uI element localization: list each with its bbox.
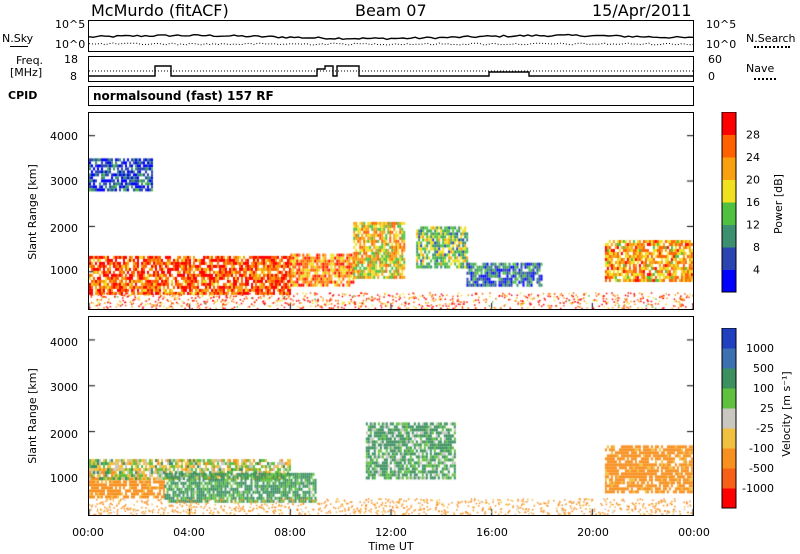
vel-cbar-swatch-3 (722, 428, 736, 449)
velocity-ytick-1000: 1000 (50, 472, 78, 485)
power-cbar-swatch-7 (722, 112, 736, 135)
velocity-ylabel: Slant Range [km] (26, 368, 39, 464)
nsearch-tick-high: 10^5 (706, 18, 737, 31)
xtick-2000: 20:00 (577, 526, 609, 539)
xtick-0800: 08:00 (274, 526, 306, 539)
velocity-cbar-label: Velocity [m s⁻¹] (780, 371, 793, 456)
power-colorbar: 4 8 12 16 20 24 28 Power [dB] (721, 112, 785, 293)
xtick-2400: 00:00 (678, 526, 710, 539)
xlabel: Time UT (367, 540, 413, 553)
cpid-label: CPID (8, 89, 38, 102)
power-cbar-swatch-5 (722, 157, 736, 180)
power-cbar-tick-12: 12 (746, 219, 760, 232)
velocity-cbar-tick-0: 1000 (746, 342, 774, 355)
power-cbar-frame (721, 112, 737, 293)
freq-panel (88, 56, 694, 82)
power-cbar-tick-20: 20 (746, 174, 760, 187)
nsky-legend-line (10, 46, 28, 47)
power-cbar-swatch-1 (722, 247, 736, 270)
cpid-value: normalsound (fast) 157 RF (93, 89, 274, 103)
velocity-cbar-tick-1: 500 (753, 362, 774, 375)
velocity-cbar-tick-5: -100 (749, 442, 774, 455)
velocity-y-axis: 1000 2000 3000 4000 Slant Range [km] (26, 336, 78, 485)
power-cbar-tick-28: 28 (746, 129, 760, 142)
vel-cbar-swatch-7 (722, 348, 736, 369)
nave-tick-high: 60 (708, 53, 722, 66)
velocity-panel (88, 316, 694, 516)
freq-tick-low: 8 (70, 70, 77, 83)
velocity-ytick-2000: 2000 (50, 428, 78, 441)
nsearch-tick-low: 10^0 (706, 38, 737, 51)
power-cbar-tick-16: 16 (746, 196, 760, 209)
nsearch-legend-line (754, 46, 790, 48)
nsearch-label: N.Search (746, 32, 796, 45)
power-ylabel: Slant Range [km] (26, 164, 39, 260)
velocity-ytick-3000: 3000 (50, 381, 78, 394)
power-ytick-3000: 3000 (50, 175, 78, 188)
power-ytick-2000: 2000 (50, 222, 78, 235)
xtick-1600: 16:00 (476, 526, 508, 539)
nave-label: Nave (746, 62, 775, 75)
power-cbar-tick-8: 8 (753, 241, 760, 254)
nsky-tick-high: 10^5 (55, 18, 86, 31)
nave-tick-low: 0 (708, 70, 715, 83)
velocity-ytick-4000: 4000 (50, 336, 78, 349)
power-cbar-swatch-4 (722, 179, 736, 203)
velocity-heatmap (89, 317, 693, 515)
power-y-axis: 1000 2000 3000 4000 Slant Range [km] (26, 130, 78, 277)
nsky-trace (89, 33, 693, 46)
power-cbar-swatch-2 (722, 224, 736, 248)
power-cbar-label: Power [dB] (772, 174, 785, 234)
xtick-1200: 12:00 (375, 526, 407, 539)
velocity-cbar-tick-2: 100 (753, 382, 774, 395)
station-title: McMurdo (fitACF) (91, 1, 229, 20)
velocity-cbar-tick-3: 25 (760, 402, 774, 415)
cpid-panel (88, 86, 694, 106)
nsky-panel (88, 20, 694, 52)
power-heatmap (89, 113, 693, 309)
power-cbar-tick-4: 4 (753, 264, 760, 277)
freq-tick-high: 18 (64, 53, 78, 66)
nsky-label: N.Sky (2, 32, 34, 45)
freq-label-1: Freq. (16, 54, 44, 67)
freq-label-2: [MHz] (10, 66, 43, 79)
nsky-tick-low: 10^0 (55, 38, 86, 51)
power-ytick-1000: 1000 (50, 264, 78, 277)
velocity-cbar-tick-4: -25 (756, 422, 774, 435)
power-cbar-tick-24: 24 (746, 151, 760, 164)
vel-cbar-frame (721, 328, 737, 509)
power-panel (88, 112, 694, 310)
xtick-0000: 00:00 (72, 526, 104, 539)
vel-cbar-swatch-2 (722, 448, 736, 469)
vel-cbar-swatch-4 (722, 408, 736, 429)
power-cbar-swatch-3 (722, 202, 736, 225)
power-cbar-swatch-0 (722, 269, 736, 293)
power-cbar-swatch-6 (722, 134, 736, 158)
date-title: 15/Apr/2011 (592, 1, 692, 20)
velocity-cbar-tick-7: -1000 (742, 482, 774, 495)
velocity-colorbar: 1000 500 100 25 -25 -100 -500 -1000 Velocity [m … (721, 328, 793, 509)
vel-cbar-swatch-5 (722, 388, 736, 409)
time-axis: 00:00 04:00 08:00 12:00 16:00 20:00 00:0… (72, 526, 710, 553)
velocity-cbar-tick-6: -500 (749, 462, 774, 475)
xtick-0400: 04:00 (173, 526, 205, 539)
vel-cbar-swatch-0 (722, 488, 736, 509)
nave-legend-line (754, 78, 776, 80)
freq-trace (89, 65, 693, 77)
beam-title: Beam 07 (355, 1, 427, 20)
power-ytick-4000: 4000 (50, 130, 78, 143)
vel-cbar-swatch-8 (722, 328, 736, 349)
vel-cbar-swatch-6 (722, 368, 736, 389)
vel-cbar-swatch-1 (722, 468, 736, 489)
